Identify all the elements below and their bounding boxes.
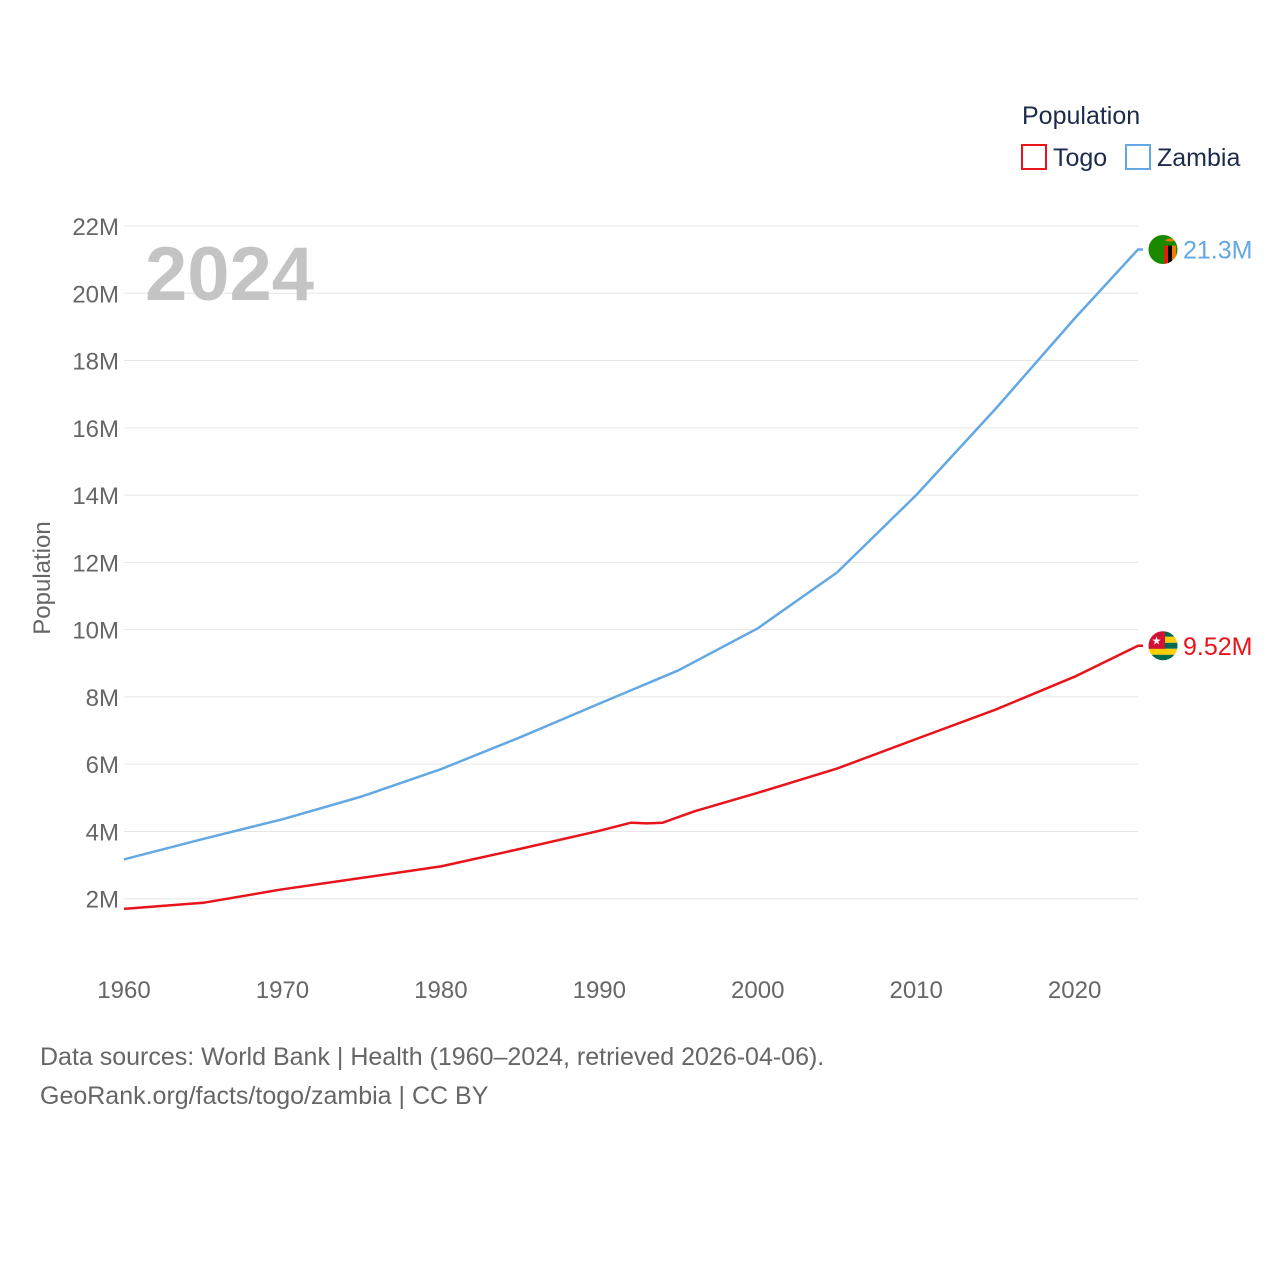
y-tick-label: 4M <box>86 819 119 846</box>
legend-label: Zambia <box>1157 144 1240 172</box>
togo-end-value: 9.52M <box>1183 633 1252 661</box>
x-tick-label: 1970 <box>256 977 309 1004</box>
y-tick-label: 22M <box>72 214 119 241</box>
legend-item-togo[interactable]: Togo <box>1021 144 1107 172</box>
y-tick-label: 14M <box>72 483 119 510</box>
y-tick-label: 18M <box>72 349 119 376</box>
togo-line <box>123 644 1143 911</box>
x-tick-label: 1960 <box>97 977 150 1004</box>
x-tick-label: 2000 <box>731 977 784 1004</box>
x-tick-label: 2020 <box>1048 977 1101 1004</box>
zambia-flag-icon <box>1147 234 1179 266</box>
y-axis-label: Population <box>29 521 56 634</box>
x-tick-label: 2010 <box>889 977 942 1004</box>
legend: Population Togo Zambia <box>1021 102 1240 172</box>
legend-swatch <box>1125 144 1151 170</box>
legend-title: Population <box>1022 102 1140 130</box>
year-label: 2024 <box>145 232 314 317</box>
togo-flag-icon: ★ <box>1147 630 1179 662</box>
grid-lines <box>124 225 1138 900</box>
x-axis-ticks: 1960 1970 1980 1990 2000 2010 2020 <box>97 977 1101 1004</box>
series-lines <box>123 248 1143 911</box>
y-tick-label: 6M <box>86 752 119 779</box>
y-tick-label: 10M <box>72 618 119 645</box>
x-tick-label: 1980 <box>414 977 467 1004</box>
y-tick-label: 2M <box>86 887 119 914</box>
attribution-link[interactable]: GeoRank.org/facts/togo/zambia | CC BY <box>40 1082 489 1110</box>
y-tick-label: 12M <box>72 550 119 577</box>
end-markers: ★ 9.52M 21.3M <box>1147 234 1252 662</box>
data-sources-note: Data sources: World Bank | Health (1960–… <box>40 1043 825 1071</box>
svg-text:★: ★ <box>1152 634 1162 647</box>
y-tick-label: 20M <box>72 281 119 308</box>
zambia-line <box>123 248 1143 861</box>
y-tick-label: 8M <box>86 685 119 712</box>
legend-swatch <box>1021 144 1047 170</box>
zambia-end-value: 21.3M <box>1183 237 1252 265</box>
legend-item-zambia[interactable]: Zambia <box>1125 144 1240 172</box>
x-tick-label: 1990 <box>573 977 626 1004</box>
legend-label: Togo <box>1053 144 1107 172</box>
y-tick-label: 16M <box>72 416 119 443</box>
y-axis-ticks: 2M 4M 6M 8M 10M 12M 14M 16M 18M 20M 22M <box>72 214 119 914</box>
